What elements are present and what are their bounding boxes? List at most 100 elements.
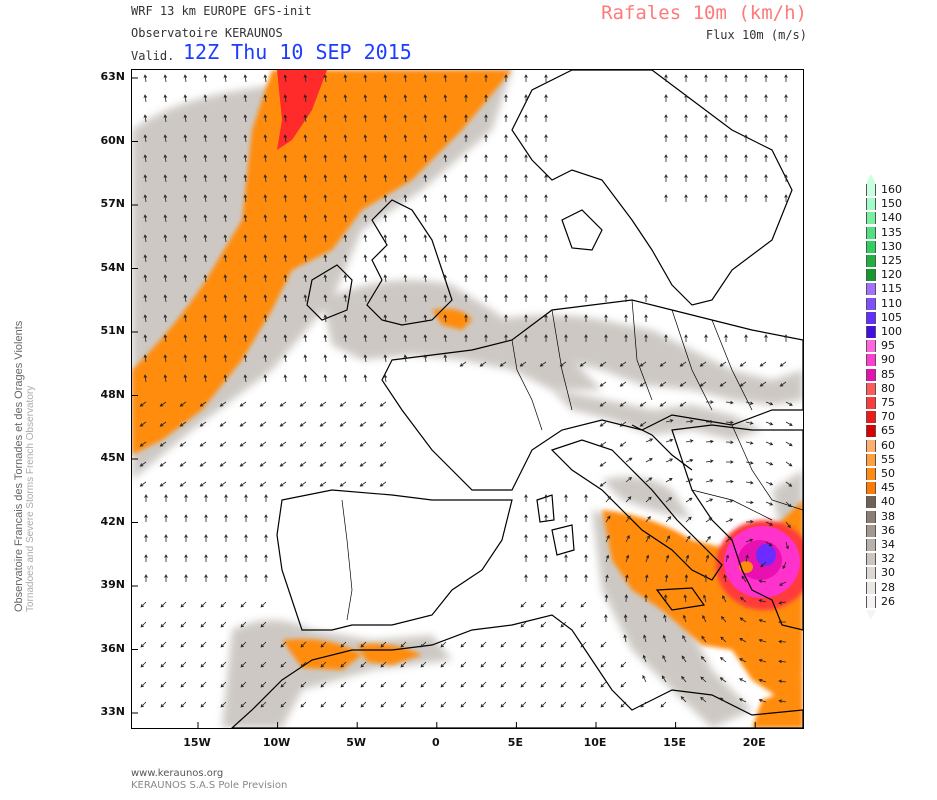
wind-arrow	[744, 334, 748, 342]
wind-arrow	[544, 514, 548, 522]
wind-arrow	[143, 294, 148, 303]
wind-arrow	[144, 574, 148, 582]
wind-arrow	[504, 314, 508, 322]
wind-arrow	[403, 354, 408, 363]
wind-arrow	[303, 194, 308, 203]
wind-arrow	[639, 401, 647, 407]
wind-arrow	[323, 174, 328, 183]
wind-arrow	[323, 314, 328, 323]
legend-entry: 125	[866, 255, 902, 267]
wind-arrow	[725, 536, 732, 543]
wind-arrow	[204, 574, 208, 582]
wind-arrow	[625, 496, 632, 503]
wind-arrow	[363, 194, 368, 203]
wind-arrow	[726, 460, 734, 464]
wind-arrow	[263, 294, 268, 303]
wind-arrow	[183, 374, 188, 383]
wind-arrow	[163, 334, 168, 343]
wind-arrow	[200, 661, 207, 668]
wind-arrow	[705, 479, 714, 483]
wind-arrow	[383, 314, 388, 323]
wind-arrow	[719, 656, 727, 663]
wind-arrow	[659, 381, 667, 387]
legend-label: 50	[881, 467, 895, 480]
wind-arrow	[685, 516, 692, 523]
wind-arrow	[504, 174, 508, 182]
wind-arrow	[560, 661, 567, 668]
wind-arrow	[320, 641, 327, 648]
wind-arrow	[163, 134, 168, 143]
wind-arrow	[379, 421, 387, 427]
legend-swatch	[866, 496, 876, 509]
wind-arrow	[785, 521, 791, 529]
wind-arrow	[665, 477, 673, 483]
wind-arrow	[744, 74, 748, 82]
wind-arrow	[724, 154, 728, 162]
wind-arrow	[363, 74, 368, 83]
wind-arrow	[524, 334, 528, 342]
wind-arrow	[363, 254, 368, 263]
wind-arrow	[725, 420, 734, 425]
wind-arrow	[159, 481, 167, 487]
wind-arrow	[685, 497, 693, 503]
wind-arrow	[464, 114, 468, 122]
wind-arrow	[264, 494, 268, 502]
footer-website[interactable]: www.keraunos.org	[131, 768, 224, 779]
wind-arrow	[484, 334, 488, 342]
wind-arrow	[379, 481, 387, 487]
wind-arrow	[644, 334, 648, 342]
wind-arrow	[199, 461, 207, 467]
wind-arrow	[339, 441, 347, 447]
wind-arrow	[719, 697, 727, 703]
footer-company: KERAUNOS S.A.S Pole Prevision	[131, 780, 288, 791]
wind-arrow	[323, 294, 328, 303]
wind-arrow	[320, 661, 327, 668]
wind-arrow	[243, 194, 248, 203]
lon-label: 5W	[346, 736, 367, 749]
wind-arrow	[243, 374, 248, 383]
wind-arrow	[383, 94, 388, 103]
wind-arrow	[645, 496, 652, 503]
wind-arrow	[243, 94, 248, 103]
wind-arrow	[724, 134, 728, 142]
wind-arrow	[264, 514, 268, 522]
wind-arrow	[340, 681, 347, 688]
wind-arrow	[159, 441, 167, 447]
wind-arrow	[244, 574, 248, 582]
wind-arrow	[383, 154, 388, 163]
wind-arrow	[224, 574, 228, 582]
wind-arrow	[423, 354, 428, 363]
wind-arrow	[642, 654, 647, 663]
wind-arrow	[343, 354, 348, 363]
wind-arrow	[599, 361, 607, 367]
wind-arrow	[665, 458, 674, 463]
wind-arrow	[560, 601, 567, 608]
wind-arrow	[203, 74, 208, 83]
wind-arrow	[460, 681, 467, 688]
wind-arrow	[199, 481, 207, 487]
weather-map[interactable]	[131, 69, 804, 729]
wind-arrow	[179, 441, 187, 447]
wind-arrow	[559, 361, 567, 367]
legend-label: 34	[881, 538, 895, 551]
wind-arrow	[259, 461, 267, 467]
wind-arrow	[163, 114, 168, 123]
wind-arrow	[764, 94, 768, 102]
wind-arrow	[744, 94, 748, 102]
wind-arrow	[259, 441, 267, 447]
legend-label: 28	[881, 580, 895, 594]
wind-arrow	[200, 601, 207, 608]
wind-arrow	[619, 421, 627, 427]
wind-arrow	[619, 381, 627, 387]
wind-arrow	[544, 174, 548, 182]
wind-arrow	[679, 401, 687, 407]
wind-arrow	[379, 461, 387, 467]
wind-arrow	[203, 154, 208, 163]
wind-arrow	[343, 274, 348, 283]
wind-arrow	[540, 661, 547, 668]
wind-arrow	[164, 494, 168, 502]
wind-arrow	[299, 441, 307, 447]
wind-arrow	[260, 701, 267, 708]
wind-arrow	[223, 194, 228, 203]
legend-label: 80	[881, 381, 895, 395]
